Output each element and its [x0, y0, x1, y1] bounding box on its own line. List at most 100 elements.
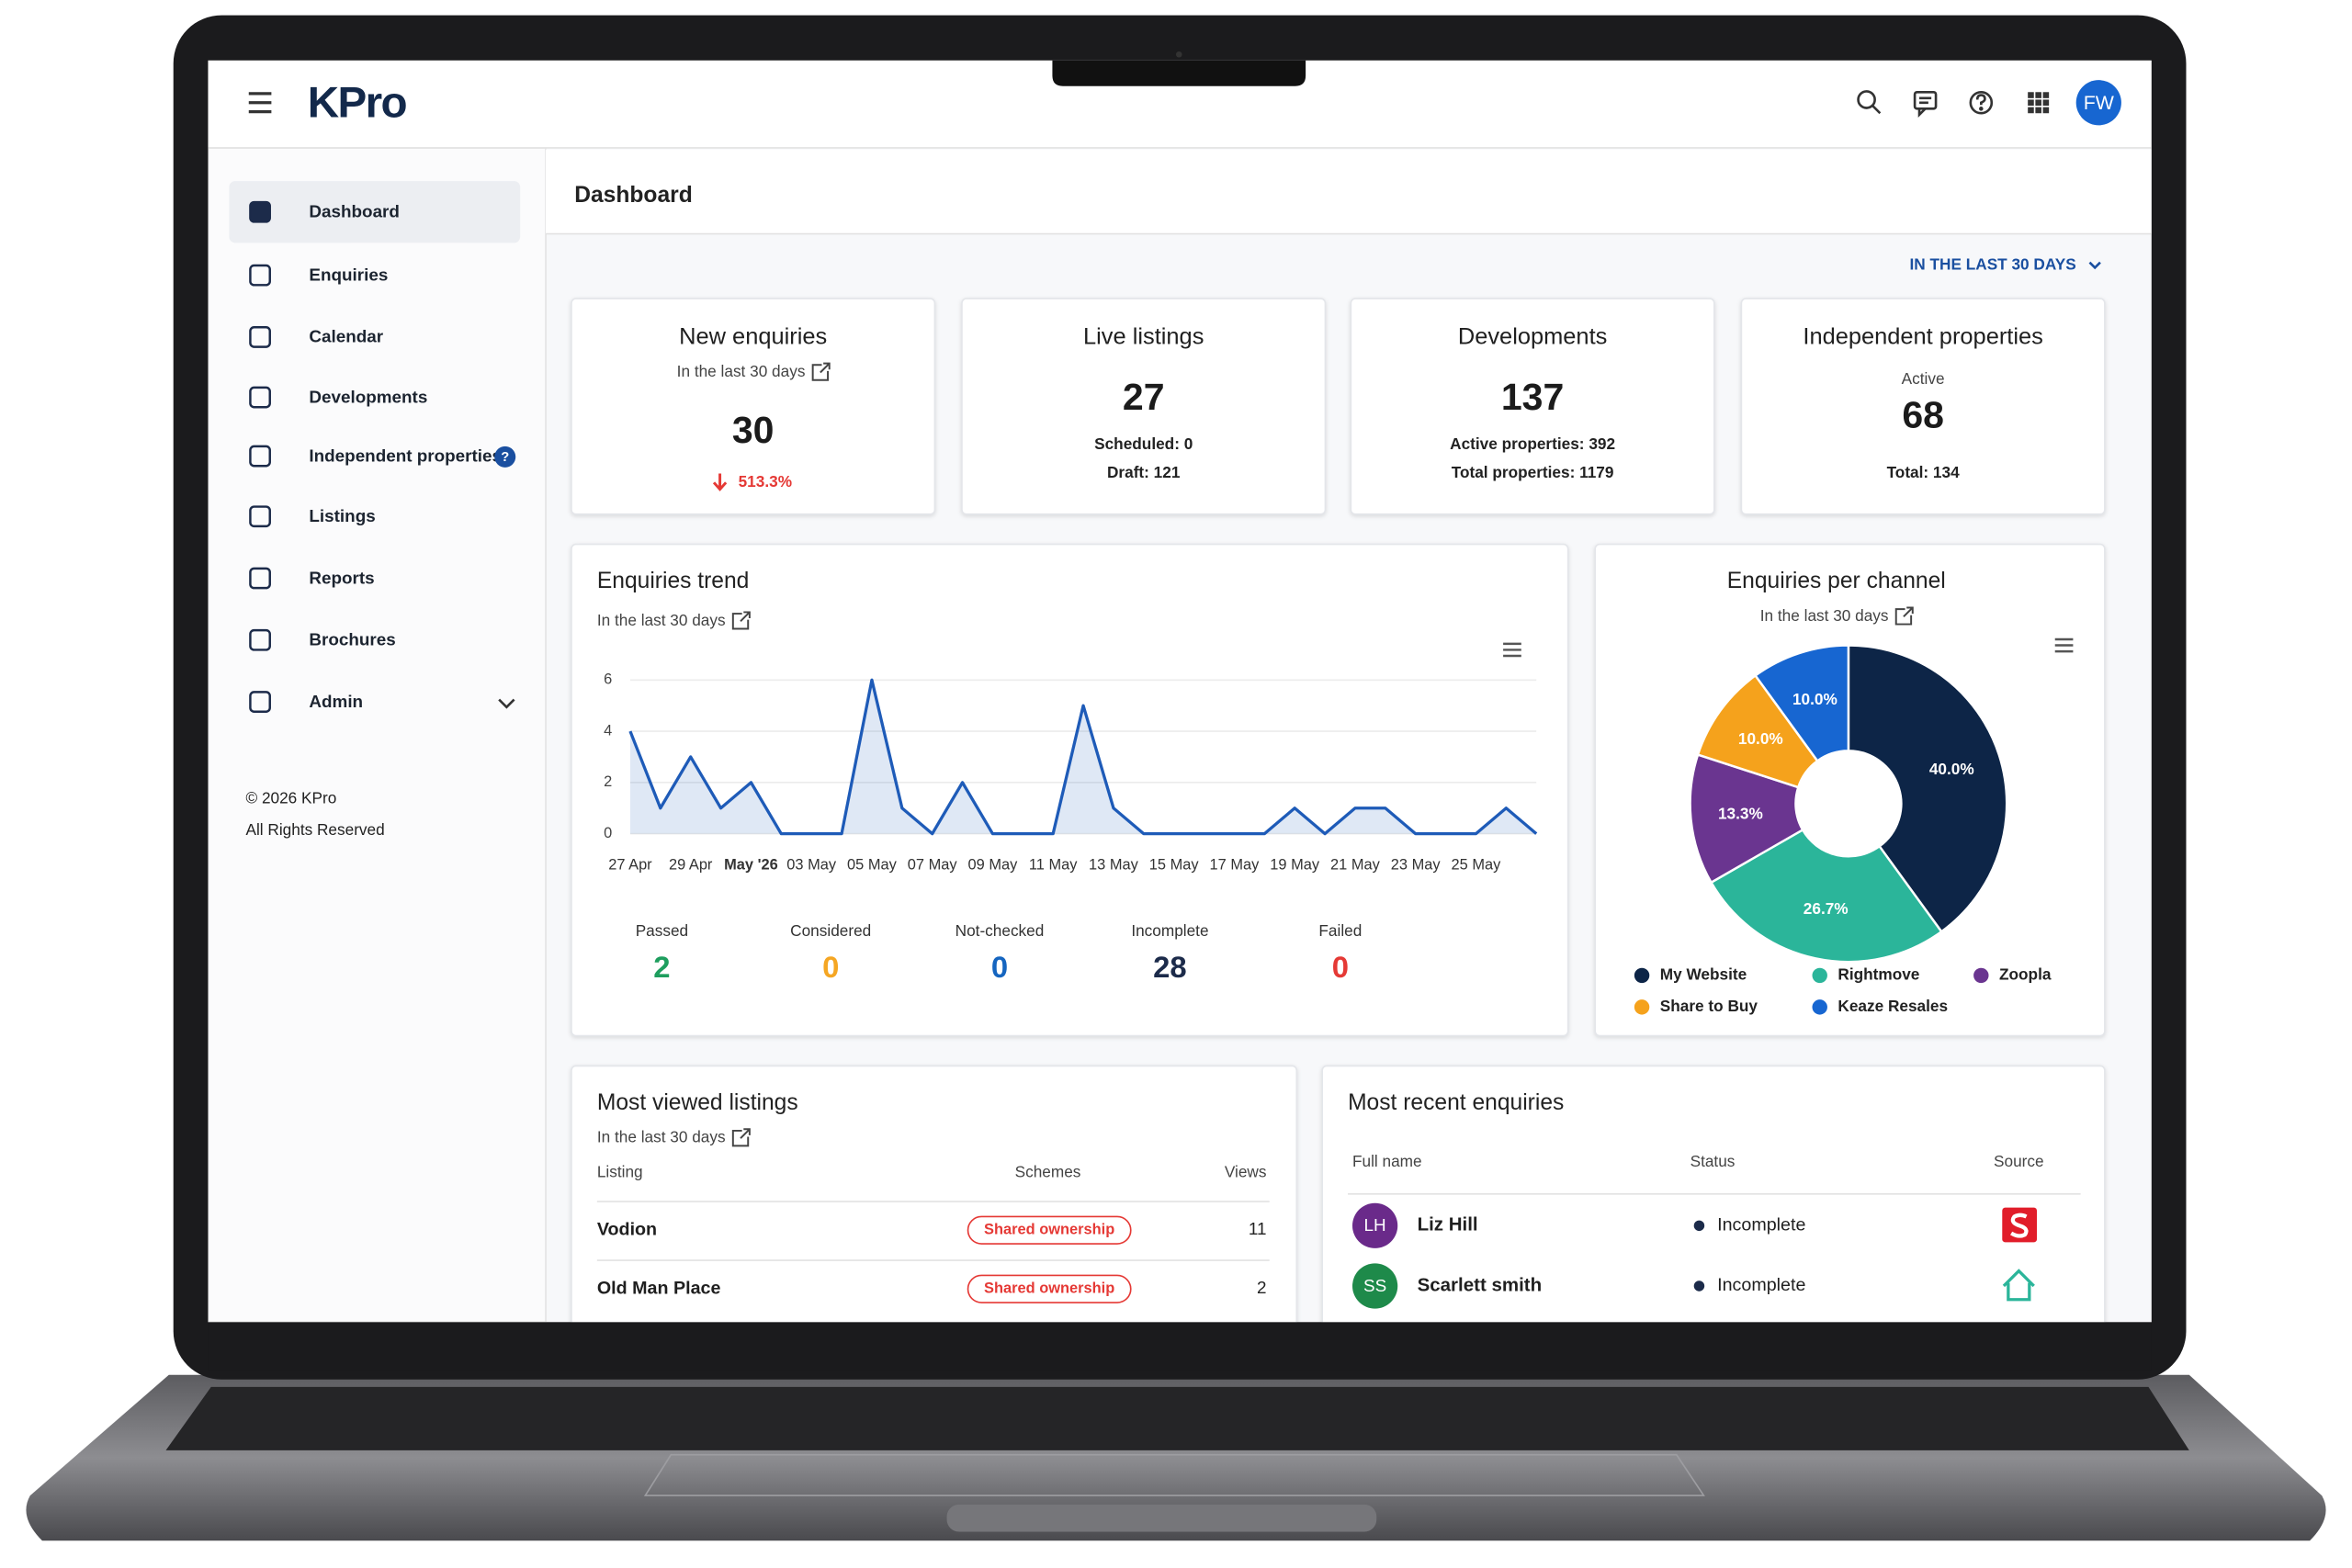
panel-title: Most recent enquiries: [1348, 1090, 1564, 1115]
nav-label: Calendar: [309, 327, 383, 346]
chart-menu[interactable]: [2054, 637, 2074, 653]
card-value: 137: [1501, 376, 1564, 418]
y-tick-label: 4: [604, 722, 612, 739]
chart-subtitle: In the last 30 days: [597, 611, 726, 629]
external-link-arrow: [1903, 606, 1914, 618]
external-link-box: [731, 613, 750, 630]
legend-item[interactable]: My Website: [1634, 964, 1747, 983]
nav-label: Brochures: [309, 630, 395, 649]
enquirer-avatar: [1352, 1263, 1398, 1309]
nav-item[interactable]: Developments: [249, 386, 427, 409]
avatar-initials: SS: [1363, 1276, 1386, 1295]
logo[interactable]: KPro: [308, 79, 408, 128]
pie-value-label: 40.0%: [1929, 760, 1974, 778]
legend-marker: [1634, 967, 1650, 984]
listing-name: Vodion: [597, 1219, 657, 1239]
nav-icon: [249, 200, 271, 223]
pie-slice[interactable]: [1709, 828, 1943, 964]
messages-icon[interactable]: [1913, 90, 1938, 118]
external-link-arrow: [740, 1128, 751, 1139]
chart-title: Enquiries per channel: [1727, 569, 1946, 593]
scheme-label: Shared ownership: [984, 1280, 1114, 1297]
nav-item[interactable]: Admin: [249, 691, 363, 713]
status-value: 2: [653, 950, 670, 984]
admin-chevron[interactable]: [498, 698, 515, 709]
external-link-icon[interactable]: [731, 1128, 751, 1147]
nav-item[interactable]: Independent properties: [249, 445, 502, 468]
legend-label: Rightmove: [1838, 964, 1919, 983]
panel-subtitle: In the last 30 days: [597, 1128, 726, 1146]
pie-slice[interactable]: [1847, 644, 2008, 933]
user-avatar[interactable]: [2075, 80, 2121, 126]
listing-views: 2: [1257, 1278, 1267, 1297]
x-tick-label: 13 May: [1089, 856, 1139, 873]
legend-item[interactable]: Zoopla: [1973, 964, 2052, 983]
status-label: Considered: [790, 921, 871, 940]
pie-slice[interactable]: [1689, 753, 1804, 885]
x-tick-label: 19 May: [1270, 856, 1320, 873]
chart-subtitle: In the last 30 days: [1760, 606, 1889, 625]
card-title: New enquiries: [679, 323, 827, 349]
card-detail: Scheduled: 0: [1094, 434, 1193, 453]
listing-name: Old Man Place: [597, 1278, 721, 1298]
card-detail: Total properties: 1179: [1452, 463, 1614, 481]
legend-label: My Website: [1660, 964, 1747, 983]
x-tick-label: 23 May: [1391, 856, 1442, 873]
period-selector[interactable]: IN THE LAST 30 DAYS: [1910, 255, 2076, 274]
enquirer-name: Liz Hill: [1418, 1214, 1478, 1235]
chart-panel: [571, 543, 1569, 1037]
nav-icon: [249, 264, 271, 287]
help-icon[interactable]: [1969, 90, 1994, 115]
change-arrow: [712, 473, 728, 491]
enquirer-avatar: [1352, 1202, 1398, 1248]
x-tick-label: 07 May: [908, 856, 958, 873]
menu-button[interactable]: [248, 92, 272, 114]
card-title: Developments: [1458, 323, 1608, 349]
legend-marker: [1634, 999, 1650, 1015]
card-change: 513.3%: [739, 472, 792, 491]
nav-badge: [494, 446, 516, 468]
avatar-initials: FW: [2084, 92, 2115, 114]
pie-slice[interactable]: [1753, 644, 1850, 763]
nav-item[interactable]: Calendar: [249, 326, 384, 348]
external-link-icon[interactable]: [811, 362, 831, 381]
search-icon[interactable]: [1857, 90, 1882, 115]
x-tick-label: 09 May: [968, 856, 1019, 873]
card-value: 68: [1902, 394, 1944, 436]
nav-item[interactable]: Listings: [249, 505, 376, 528]
legend-item[interactable]: Keaze Resales: [1812, 997, 1949, 1015]
column-header: Listing: [597, 1162, 643, 1180]
x-tick-label: 03 May: [786, 856, 837, 873]
nav-item[interactable]: Reports: [249, 567, 375, 590]
sidebar-footer: © 2026 KPro: [245, 788, 336, 807]
chart-menu[interactable]: [1503, 642, 1521, 658]
status-label: Incomplete: [1131, 921, 1208, 940]
camera: [1176, 51, 1182, 58]
nav-item[interactable]: Enquiries: [249, 264, 388, 287]
nav-label: Developments: [309, 387, 427, 406]
card-value: 27: [1123, 376, 1165, 418]
legend-item[interactable]: Share to Buy: [1634, 997, 1758, 1015]
nav-icon: [249, 505, 271, 528]
card-detail: Draft: 121: [1107, 463, 1181, 481]
apps-icon[interactable]: [2028, 92, 2050, 114]
trend-area: [629, 680, 1537, 834]
period-chevron[interactable]: [2088, 261, 2101, 270]
pie-value-label: 13.3%: [1718, 805, 1763, 823]
x-tick-label: 27 Apr: [608, 856, 652, 873]
column-header: Full name: [1352, 1152, 1422, 1170]
legend-item[interactable]: Rightmove: [1812, 964, 1920, 983]
legend-label: Share to Buy: [1660, 997, 1758, 1015]
enquirer-name: Scarlett smith: [1418, 1274, 1543, 1295]
card-detail: Total: 134: [1887, 463, 1961, 481]
external-link-arrow: [740, 611, 751, 622]
external-link-icon[interactable]: [1894, 606, 1914, 626]
nav-item[interactable]: Dashboard: [249, 200, 400, 223]
status-value: 0: [991, 950, 1008, 984]
card-label: Active: [1902, 369, 1945, 388]
nav-item[interactable]: Brochures: [249, 628, 396, 651]
external-link-icon[interactable]: [731, 611, 751, 630]
x-tick-label: 29 Apr: [669, 856, 713, 873]
